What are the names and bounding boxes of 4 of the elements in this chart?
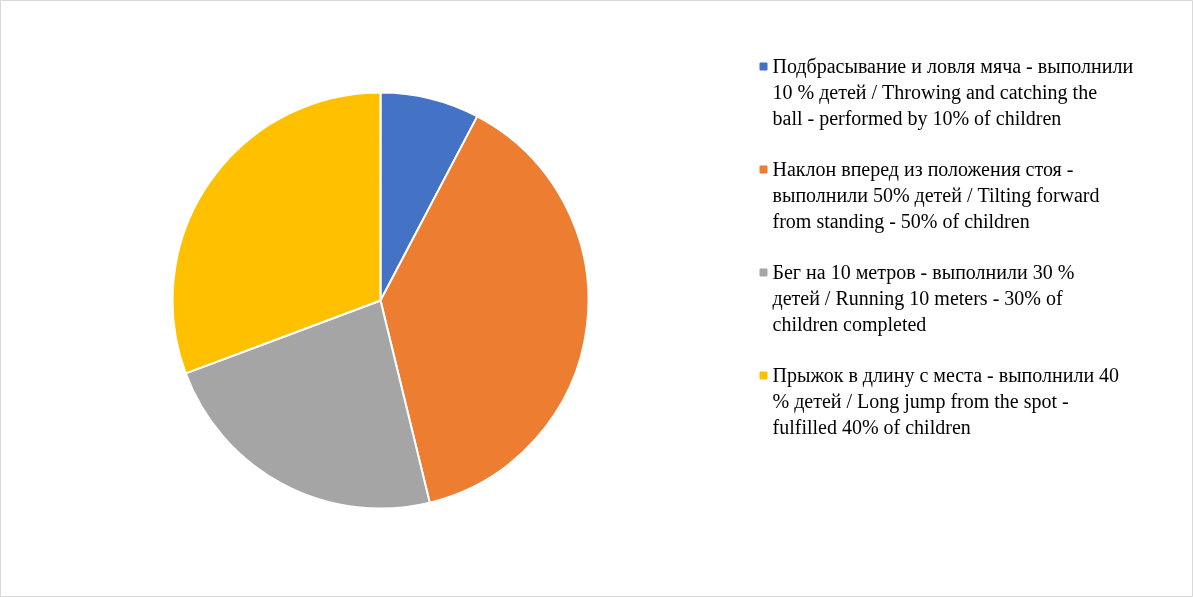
legend-label: Бег на 10 метров - выполнили 30 % детей / Running 10 meters - 30% of children completed: [772, 260, 1075, 336]
legend-label: Прыжок в длину с места - выполнили 40 % детей / Long jump from the spot - fulfilled 40% of children: [772, 363, 1120, 438]
legend-label: Подбрасывание и ловля мяча - выполнили 10 % детей / Throwing and catching the ball - performed by 10% of children: [772, 54, 1134, 130]
legend-label: Наклон вперед из положения стоя - выполнили 50% детей / Tilting forward from standing - 50% of children: [772, 157, 1100, 233]
